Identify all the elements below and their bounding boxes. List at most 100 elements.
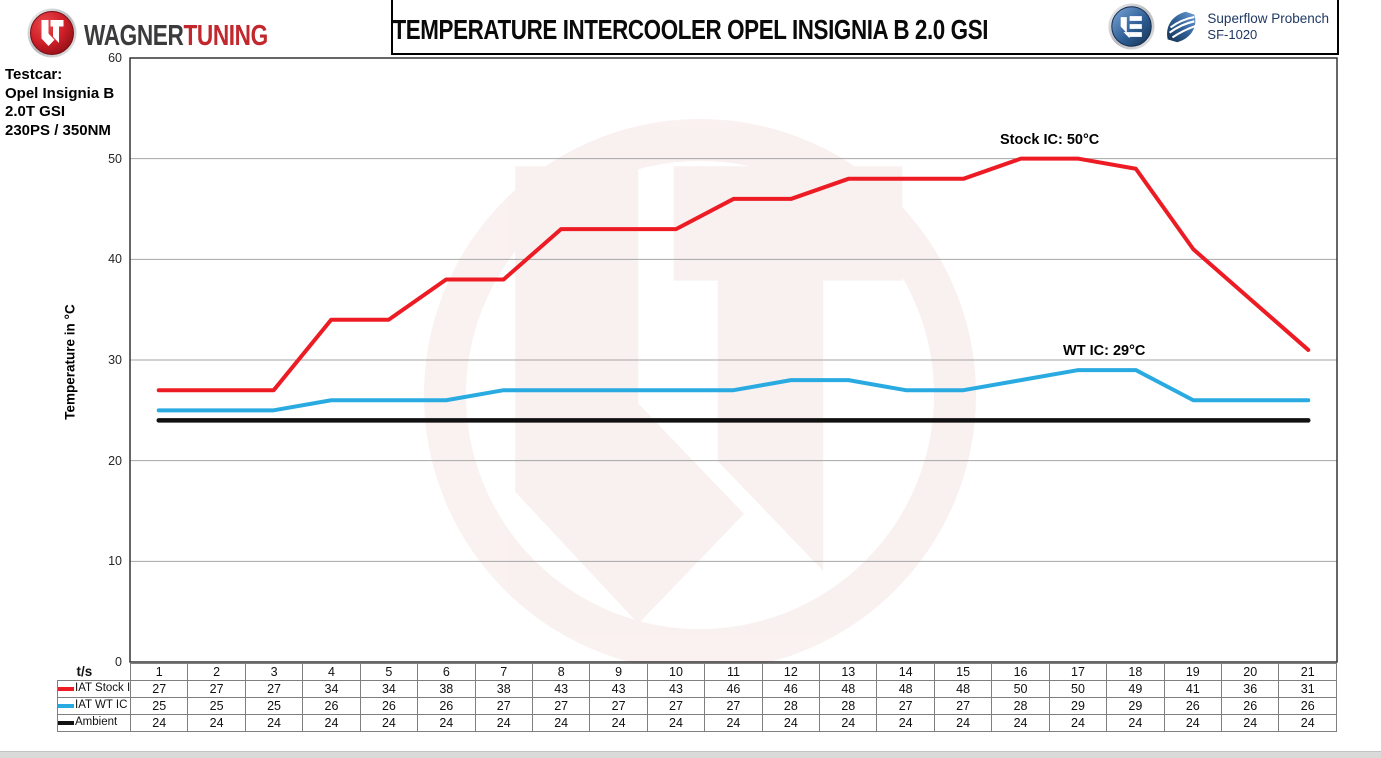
value-cell: 46: [761, 680, 821, 698]
value-cell: 24: [646, 714, 706, 732]
value-cell: 24: [761, 714, 821, 732]
time-column-header: 7: [474, 663, 533, 681]
y-tick-label: 10: [108, 554, 122, 569]
value-cell: 29: [1106, 697, 1165, 715]
time-column-header: 10: [646, 663, 706, 681]
value-cell: 24: [1048, 714, 1108, 732]
value-cell: 28: [991, 697, 1050, 715]
chart-title: TEMPERATURE INTERCOOLER OPEL INSIGNIA B …: [0, 14, 1381, 46]
value-cell: 34: [302, 680, 361, 698]
legend-cell: IAT Stock IC: [57, 680, 131, 698]
chart-annotation: WT IC: 29°C: [1063, 343, 1146, 360]
value-cell: 24: [704, 714, 763, 732]
value-cell: 24: [417, 714, 476, 732]
legend-cell: Ambient: [57, 714, 131, 732]
y-tick-label: 40: [108, 252, 122, 267]
time-column-header: 2: [187, 663, 246, 681]
table-row: Ambient 24 24 24 24 24 24 24 24 24 24 24 24 24 24 24 24 2…: [57, 714, 1337, 732]
value-cell: 27: [187, 680, 246, 698]
value-cell: 27: [531, 697, 591, 715]
value-cell: 41: [1163, 680, 1223, 698]
time-column-header: 21: [1278, 663, 1337, 681]
value-cell: 26: [417, 697, 476, 715]
value-cell: 50: [1048, 680, 1108, 698]
bench-text: Superflow Probench SF-1020: [1207, 11, 1329, 43]
time-column-header: 17: [1048, 663, 1108, 681]
series-line-iat-wt-ic: [156, 368, 1311, 413]
value-cell: 50: [991, 680, 1050, 698]
value-cell: 49: [1106, 680, 1165, 698]
value-cell: 46: [704, 680, 763, 698]
time-column-header: 3: [244, 663, 304, 681]
time-column-header: 12: [761, 663, 821, 681]
value-cell: 27: [244, 680, 304, 698]
value-cell: 24: [474, 714, 533, 732]
value-cell: 27: [129, 680, 189, 698]
testcar-line: 230PS / 350NM: [5, 121, 111, 139]
value-cell: 36: [1221, 680, 1280, 698]
y-axis-title: Temperature in °C: [62, 304, 78, 420]
time-column-header: 14: [876, 663, 935, 681]
value-cell: 24: [359, 714, 419, 732]
superflow-swoosh-icon: [1167, 11, 1197, 42]
x-axis-unit-label: t/s: [57, 663, 131, 681]
value-cell: 26: [1221, 697, 1280, 715]
legend-swatch-icon: [58, 687, 74, 692]
value-cell: 28: [819, 697, 878, 715]
value-cell: 27: [704, 697, 763, 715]
legend-label: Ambient: [75, 716, 118, 729]
bottom-edge-strip: [0, 751, 1381, 758]
table-row: IAT Stock IC2727273434383843434346464848…: [57, 680, 1337, 698]
testcar-info: Testcar: Opel Insignia B 2.0T GSI 230PS …: [5, 66, 114, 140]
time-column-header: 4: [302, 663, 361, 681]
time-column-header: 1: [129, 663, 189, 681]
time-column-header: 15: [933, 663, 993, 681]
watermark-logo-icon: [424, 119, 976, 671]
y-tick-label: 50: [108, 151, 122, 166]
bench-name: Superflow Probench: [1207, 10, 1329, 26]
value-cell: 28: [761, 697, 821, 715]
title-box: Superflow Probench SF-1020: [391, 0, 1339, 55]
legend-label: IAT WT IC: [75, 699, 128, 712]
brand-wordmark: WAGNERTUNING: [84, 20, 268, 53]
value-cell: 24: [1163, 714, 1223, 732]
time-column-header: 9: [589, 663, 648, 681]
value-cell: 38: [417, 680, 476, 698]
testcar-heading: Testcar:: [5, 66, 63, 83]
value-cell: 24: [531, 714, 591, 732]
value-cell: 24: [129, 714, 189, 732]
value-cell: 25: [187, 697, 246, 715]
value-cell: 24: [589, 714, 648, 732]
time-column-header: 6: [417, 663, 476, 681]
bench-model: SF-1020: [1207, 26, 1258, 42]
value-cell: 26: [1163, 697, 1223, 715]
time-column-header: 13: [819, 663, 878, 681]
value-cell: 25: [129, 697, 189, 715]
legend-cell: IAT WT IC: [57, 697, 131, 715]
testcar-line: Opel Insignia B: [5, 84, 115, 102]
time-column-header: 5: [359, 663, 419, 681]
legend-swatch-icon: [58, 721, 74, 726]
chart-annotation: Stock IC: 50°C: [999, 131, 1100, 148]
value-cell: 24: [991, 714, 1050, 732]
value-cell: 48: [933, 680, 993, 698]
value-cell: 31: [1278, 680, 1337, 698]
time-column-header: 18: [1106, 663, 1165, 681]
table-header-row: t/s 1 2 3 4 5 6 7 8 9 10 11 12 13 14 15 16 17 18 19 20 21: [57, 663, 1337, 681]
value-cell: 43: [646, 680, 706, 698]
time-column-header: 11: [704, 663, 763, 681]
legend-swatch-icon: [58, 704, 74, 709]
brand-wagner-text: WAGNER: [84, 20, 184, 52]
value-cell: 24: [1221, 714, 1280, 732]
value-cell: 24: [1106, 714, 1165, 732]
value-cell: 48: [876, 680, 935, 698]
time-column-header: 8: [531, 663, 591, 681]
y-tick-label: 30: [108, 353, 122, 367]
value-cell: 24: [1278, 714, 1337, 732]
testcar-line: 2.0T GSI: [5, 103, 66, 120]
value-cell: 24: [819, 714, 878, 732]
value-cell: 27: [646, 697, 706, 715]
table-row: IAT WT IC 25 25 25 26 26 26 27 27 27 27 27 28 28 27 27 2…: [57, 697, 1337, 715]
